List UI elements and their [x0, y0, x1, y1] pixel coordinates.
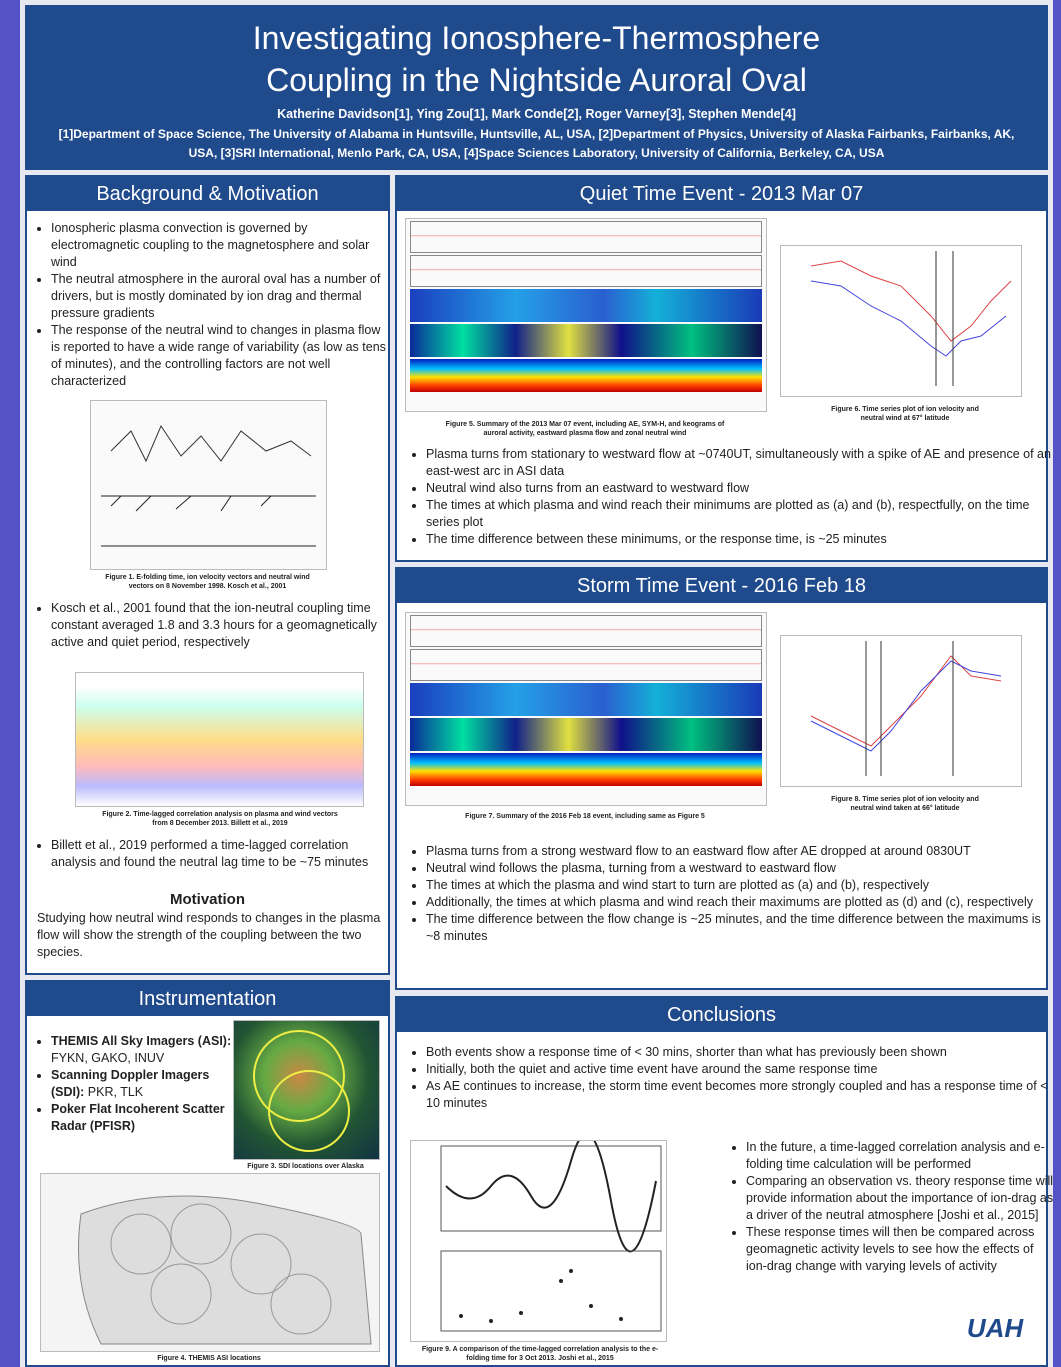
bullet: These response times will then be compar… [746, 1224, 1056, 1275]
bullet-list: Plasma turns from a strong westward flow… [410, 843, 1051, 945]
text: FYKN, GAKO, INUV [51, 1051, 164, 1065]
label: Poker Flat Incoherent Scatter Radar (PFI… [51, 1102, 225, 1133]
figure [40, 1173, 380, 1352]
panel [410, 649, 762, 681]
label: THEMIS All Sky Imagers (ASI): [51, 1034, 231, 1048]
bullet: Initially, both the quiet and active tim… [426, 1061, 1051, 1078]
bullet: Poker Flat Incoherent Scatter Radar (PFI… [51, 1101, 241, 1135]
figure [410, 1140, 667, 1342]
figure [90, 400, 327, 570]
figure-art [41, 1174, 379, 1351]
figure [233, 1020, 380, 1160]
bullet: Neutral wind also turns from an eastward… [426, 480, 1051, 497]
bullet-list: Ionospheric plasma convection is governe… [35, 220, 391, 390]
bullet: Plasma turns from a strong westward flow… [426, 843, 1051, 860]
bullet: In the future, a time-lagged correlation… [746, 1139, 1056, 1173]
bullet: Additionally, the times at which plasma … [426, 894, 1051, 911]
caption: Figure 1. E-folding time, ion velocity v… [95, 573, 320, 591]
bullet: The times at which plasma and wind reach… [426, 497, 1051, 531]
title: Coupling in the Nightside Auroral Oval [25, 59, 1048, 101]
page: Investigating Ionosphere-Thermosphere Co… [0, 0, 1061, 1367]
bullet: The time difference between the flow cha… [426, 911, 1051, 945]
bullet: Neutral wind follows the plasma, turning… [426, 860, 1051, 877]
logo: UAH [950, 1313, 1040, 1344]
title: Investigating Ionosphere-Thermosphere [25, 17, 1048, 59]
bullet: As AE continues to increase, the storm t… [426, 1078, 1051, 1112]
caption: Figure 9. A comparison of the time-lagge… [420, 1345, 660, 1363]
bullet-list: Both events show a response time of < 30… [410, 1044, 1051, 1112]
section-title: Conclusions [397, 998, 1046, 1032]
bullet: Comparing an observation vs. theory resp… [746, 1173, 1056, 1224]
bullet: The response of the neutral wind to chan… [51, 322, 391, 390]
bullet: Ionospheric plasma convection is governe… [51, 220, 391, 271]
section-title: Background & Motivation [27, 177, 388, 211]
figure-art [234, 1021, 379, 1159]
paragraph: Studying how neutral wind responds to ch… [37, 910, 382, 961]
panel [410, 255, 762, 287]
figure [405, 612, 767, 806]
bullet: Kosch et al., 2001 found that the ion-ne… [51, 600, 391, 651]
section-title: Quiet Time Event - 2013 Mar 07 [397, 177, 1046, 211]
figure-art [781, 246, 1021, 396]
section-title: Instrumentation [27, 982, 388, 1016]
figure [780, 635, 1022, 787]
bullet: Billett et al., 2019 performed a time-la… [51, 837, 391, 871]
caption: Figure 4. THEMIS ASI locations [40, 1354, 378, 1363]
panel [410, 615, 762, 647]
bullet-list: In the future, a time-lagged correlation… [730, 1139, 1056, 1275]
bullet: Scanning Doppler Imagers (SDI): PKR, TLK [51, 1067, 241, 1101]
bullet-list: Kosch et al., 2001 found that the ion-ne… [35, 600, 391, 651]
affiliations: [1]Department of Space Science, The Univ… [45, 125, 1028, 163]
panel [410, 221, 762, 253]
figure [75, 672, 364, 807]
caption: Figure 8. Time series plot of ion veloci… [830, 795, 980, 813]
section-title: Storm Time Event - 2016 Feb 18 [397, 569, 1046, 603]
caption: Figure 5. Summary of the 2013 Mar 07 eve… [445, 420, 725, 438]
bullet: The neutral atmosphere in the auroral ov… [51, 271, 391, 322]
panel [410, 718, 762, 751]
caption: Figure 3. SDI locations over Alaska [233, 1162, 378, 1171]
figure-art [411, 1141, 666, 1341]
bullet-list: THEMIS All Sky Imagers (ASI): FYKN, GAKO… [35, 1033, 241, 1135]
figure-art [781, 636, 1021, 786]
bullet: THEMIS All Sky Imagers (ASI): FYKN, GAKO… [51, 1033, 241, 1067]
figure-art [91, 401, 326, 569]
panel [410, 289, 762, 322]
bullet: The times at which the plasma and wind s… [426, 877, 1051, 894]
caption: Figure 2. Time-lagged correlation analys… [95, 810, 345, 828]
panel [410, 359, 762, 392]
figure [405, 218, 767, 412]
bullet-list: Billett et al., 2019 performed a time-la… [35, 837, 391, 871]
bullet: Both events show a response time of < 30… [426, 1044, 1051, 1061]
caption: Figure 6. Time series plot of ion veloci… [830, 405, 980, 423]
panel [410, 324, 762, 357]
figure [780, 245, 1022, 397]
bullet: Plasma turns from stationary to westward… [426, 446, 1051, 480]
panel [410, 753, 762, 786]
caption: Figure 7. Summary of the 2016 Feb 18 eve… [445, 812, 725, 821]
subheading: Motivation [25, 891, 390, 908]
bullet: The time difference between these minimu… [426, 531, 1051, 548]
panel [410, 683, 762, 716]
text: PKR, TLK [84, 1085, 143, 1099]
bullet-list: Plasma turns from stationary to westward… [410, 446, 1051, 548]
authors: Katherine Davidson[1], Ying Zou[1], Mark… [25, 107, 1048, 121]
header: Investigating Ionosphere-Thermosphere Co… [25, 5, 1048, 170]
